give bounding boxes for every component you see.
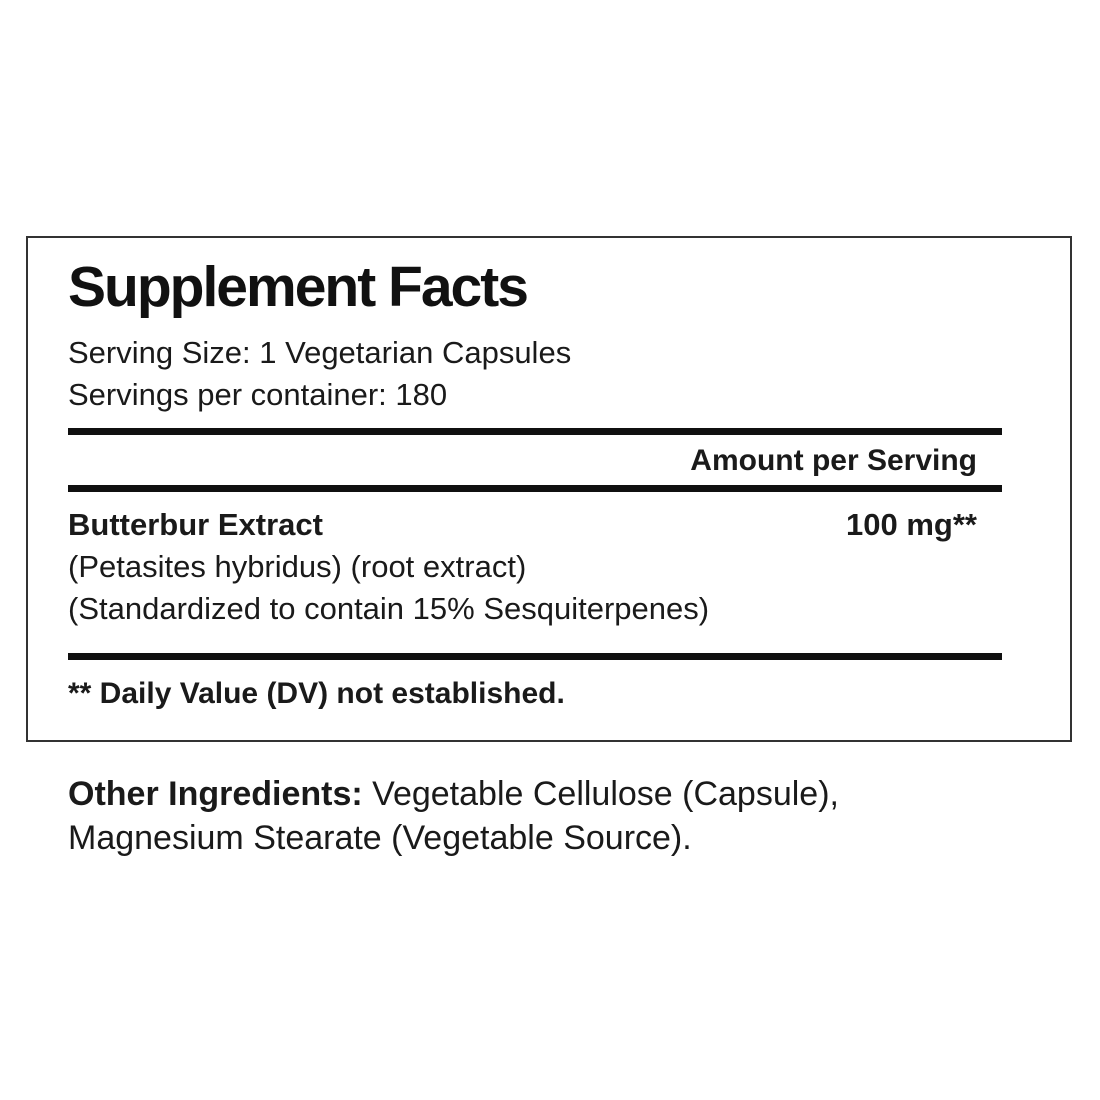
serving-info-block: Serving Size: 1 Vegetarian Capsules Serv… bbox=[68, 332, 1002, 416]
supplement-facts-panel: Supplement Facts Serving Size: 1 Vegetar… bbox=[26, 236, 1072, 742]
daily-value-footnote: ** Daily Value (DV) not established. bbox=[68, 677, 565, 710]
ingredient-name: Butterbur Extract bbox=[68, 507, 323, 542]
other-ingredients-line-2: Magnesium Stearate (Vegetable Source). bbox=[68, 819, 692, 857]
servings-per-container-line: Servings per container: 180 bbox=[68, 377, 448, 412]
panel-content: Supplement Facts Serving Size: 1 Vegetar… bbox=[28, 238, 1070, 714]
serving-size-line: Serving Size: 1 Vegetarian Capsules bbox=[68, 335, 572, 370]
other-ingredients-paragraph: Other Ingredients: Vegetable Cellulose (… bbox=[68, 772, 968, 860]
other-ingredients-label: Other Ingredients: bbox=[68, 775, 363, 813]
ingredient-row: Butterbur Extract 100 mg** bbox=[68, 505, 1002, 545]
amount-per-serving-header: Amount per Serving bbox=[690, 444, 977, 477]
panel-title: Supplement Facts bbox=[68, 255, 529, 319]
other-ingredients-line-1: Other Ingredients: Vegetable Cellulose (… bbox=[68, 772, 968, 816]
ingredient-detail-source: (Petasites hybridus) (root extract) bbox=[68, 549, 527, 584]
divider-bar-bottom bbox=[68, 653, 1002, 660]
other-ingredients-line1-text: Vegetable Cellulose (Capsule), bbox=[362, 775, 839, 813]
divider-bar-middle bbox=[68, 485, 1002, 492]
ingredient-detail-standardization: (Standardized to contain 15% Sesquiterpe… bbox=[68, 591, 710, 626]
ingredient-amount: 100 mg** bbox=[846, 507, 977, 542]
divider-bar-top bbox=[68, 428, 1002, 435]
